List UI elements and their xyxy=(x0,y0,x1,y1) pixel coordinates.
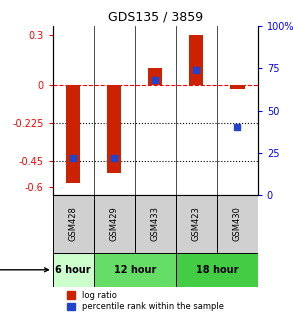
Text: GSM423: GSM423 xyxy=(192,207,201,241)
Text: GSM433: GSM433 xyxy=(151,206,160,241)
Bar xyxy=(148,68,162,85)
Text: GSM430: GSM430 xyxy=(233,207,242,241)
Text: GSM429: GSM429 xyxy=(110,207,119,241)
Legend: log ratio, percentile rank within the sample: log ratio, percentile rank within the sa… xyxy=(67,291,224,311)
Text: 6 hour: 6 hour xyxy=(55,265,91,275)
Text: GSM428: GSM428 xyxy=(69,207,78,241)
FancyBboxPatch shape xyxy=(94,253,176,287)
Bar xyxy=(66,85,80,183)
FancyBboxPatch shape xyxy=(176,195,217,253)
FancyBboxPatch shape xyxy=(94,195,135,253)
Text: time: time xyxy=(0,265,48,275)
FancyBboxPatch shape xyxy=(176,253,258,287)
Bar xyxy=(230,85,244,89)
FancyBboxPatch shape xyxy=(53,253,94,287)
FancyBboxPatch shape xyxy=(217,195,258,253)
Bar xyxy=(107,85,121,173)
FancyBboxPatch shape xyxy=(135,195,176,253)
FancyBboxPatch shape xyxy=(53,195,94,253)
Bar xyxy=(189,35,204,85)
Text: 12 hour: 12 hour xyxy=(114,265,156,275)
Text: 18 hour: 18 hour xyxy=(195,265,238,275)
Title: GDS135 / 3859: GDS135 / 3859 xyxy=(108,10,203,24)
